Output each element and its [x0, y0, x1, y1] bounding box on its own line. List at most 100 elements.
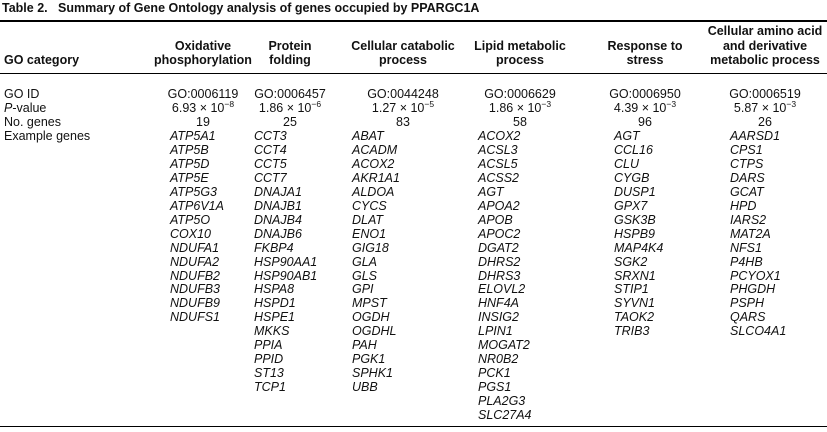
column-header: Cellular amino acid: [707, 24, 823, 38]
gene: ATP6V1A: [170, 198, 224, 213]
gene: ABAT: [352, 129, 384, 143]
gene: PPIA: [254, 338, 283, 353]
gene: DLAT: [352, 212, 384, 227]
gene: SGK2: [614, 254, 648, 269]
row-label-text: -value: [12, 101, 47, 115]
gene: PHGDH: [730, 282, 776, 297]
gene: APOA2: [478, 198, 520, 213]
gene: ENO1: [352, 226, 387, 241]
gene: COX10: [170, 226, 211, 241]
gene: HSPB9: [614, 226, 655, 241]
gene: CPS1: [730, 142, 763, 157]
gene: GIG18: [352, 240, 389, 255]
gene: DHRS3: [478, 268, 521, 283]
bottom-rule: [0, 426, 827, 427]
p-value-exponent: −6: [311, 99, 322, 109]
gene: ATP5B: [170, 142, 209, 157]
gene: HPD: [730, 198, 757, 213]
gene: GSK3B: [614, 212, 656, 227]
column-header: process: [379, 53, 427, 67]
row-label: No. genes: [4, 115, 61, 129]
gene: ATP5G3: [170, 184, 218, 199]
cell: 25: [220, 115, 360, 129]
cell: GO:0006119: [133, 87, 273, 101]
gene: NDUFA1: [170, 240, 220, 255]
go-id: GO:0006457: [254, 87, 326, 101]
gene: APOC2: [478, 226, 521, 241]
column-header: and derivative: [722, 38, 808, 53]
go-id: GO:0006950: [609, 87, 681, 101]
gene: ATP5A1: [170, 129, 216, 143]
gene: AKR1A1: [352, 170, 400, 185]
cell: 1.27 × 10−5: [333, 100, 473, 115]
column-header: metabolic process: [710, 53, 820, 67]
gene: ACOX2: [478, 129, 521, 143]
gene: ALDOA: [352, 184, 395, 199]
cell: GO:0006457: [220, 87, 360, 101]
caption-text: Summary of Gene Ontology analysis of gen…: [58, 1, 480, 15]
gene: DGAT2: [478, 240, 519, 255]
gene: LPIN1: [478, 324, 513, 339]
gene: MKKS: [254, 324, 290, 339]
gene: CLU: [614, 156, 640, 171]
row-label: GO ID: [4, 87, 40, 101]
gene-count: 96: [638, 115, 652, 129]
cell: 19: [133, 115, 273, 129]
caption: Table 2. Summary of Gene Ontology analys…: [2, 1, 479, 15]
gene: PAH: [352, 338, 377, 353]
gene: DNAJA1: [254, 184, 302, 199]
cell: GO:0044248: [333, 87, 473, 101]
gene: AGT: [614, 129, 640, 143]
gene: CYGB: [614, 170, 650, 185]
gene: HSP90AA1: [254, 254, 318, 269]
row-label: P-value: [4, 101, 46, 115]
gene: CTPS: [730, 156, 764, 171]
gene: ST13: [254, 366, 284, 381]
p-value-exponent: −3: [786, 99, 797, 109]
column-header: folding: [269, 53, 311, 67]
p-value-mantissa: 4.39 × 10: [613, 101, 667, 115]
gene: INSIG2: [478, 310, 519, 325]
go-id: GO:0006629: [484, 87, 556, 101]
gene: GPI: [352, 282, 374, 297]
gene: CCT3: [254, 129, 287, 143]
gene: PCYOX1: [730, 268, 781, 283]
p-value-mantissa: 1.27 × 10: [371, 101, 425, 115]
column-header: Protein: [268, 38, 312, 53]
gene: MAT2A: [730, 226, 771, 241]
gene: PCK1: [478, 366, 511, 381]
gene: GLS: [352, 268, 378, 283]
gene: ACSL3: [478, 142, 518, 157]
top-rule: [0, 20, 827, 22]
p-value-mantissa: 1.86 × 10: [488, 101, 542, 115]
cell: 26: [695, 115, 827, 129]
go-id: GO:0006519: [729, 87, 801, 101]
gene: PPID: [254, 352, 284, 367]
gene: TCP1: [254, 380, 286, 395]
cell: 1.86 × 10−6: [220, 99, 360, 115]
gene: ACADM: [352, 142, 398, 157]
cell: 6.93 × 10−8: [133, 100, 273, 115]
gene: CCT4: [254, 142, 287, 157]
gene-count: 83: [396, 115, 410, 129]
gene: OGDH: [352, 310, 390, 325]
gene: NDUFS1: [170, 310, 221, 325]
gene: PGK1: [352, 352, 386, 367]
gene: AGT: [478, 184, 504, 199]
cell: GO:0006629: [450, 87, 590, 101]
gene: QARS: [730, 310, 766, 325]
column-header: phosphorylation: [154, 53, 252, 67]
gene: ATP5O: [170, 212, 211, 227]
gene: HSPA8: [254, 282, 295, 297]
cell: 83: [333, 115, 473, 129]
gene: DARS: [730, 170, 765, 185]
column-header: stress: [626, 53, 664, 67]
gene: SLC27A4: [478, 408, 532, 422]
gene: UBB: [352, 380, 378, 395]
gene: CCT5: [254, 156, 287, 171]
gene: PGS1: [478, 380, 512, 395]
gene: HSPD1: [254, 296, 296, 311]
gene: NDUFB3: [170, 282, 221, 297]
gene-count: 25: [283, 115, 297, 129]
